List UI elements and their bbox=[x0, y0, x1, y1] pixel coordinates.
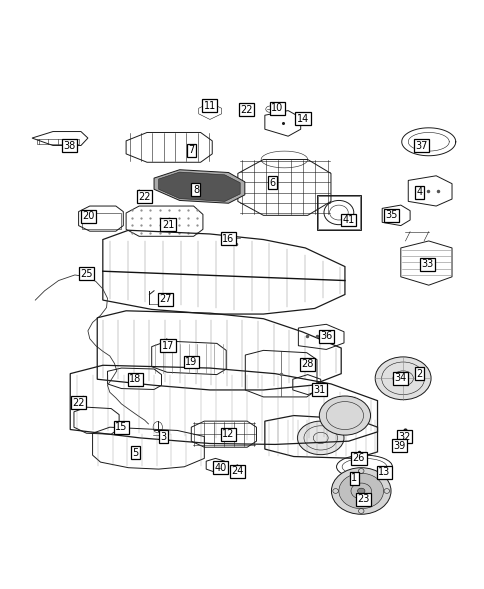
Ellipse shape bbox=[297, 421, 343, 455]
Text: 25: 25 bbox=[80, 269, 92, 279]
Text: 33: 33 bbox=[421, 259, 433, 269]
Text: 39: 39 bbox=[393, 441, 405, 451]
Text: 21: 21 bbox=[162, 220, 174, 230]
Text: 17: 17 bbox=[162, 340, 174, 350]
Text: 24: 24 bbox=[231, 466, 243, 477]
Text: 1: 1 bbox=[350, 474, 357, 484]
Text: 14: 14 bbox=[296, 114, 308, 124]
Text: 8: 8 bbox=[193, 185, 198, 195]
Ellipse shape bbox=[375, 357, 430, 400]
Text: 10: 10 bbox=[271, 103, 283, 113]
Ellipse shape bbox=[357, 488, 364, 494]
Text: 13: 13 bbox=[378, 467, 390, 477]
Text: 41: 41 bbox=[342, 215, 354, 225]
Ellipse shape bbox=[390, 364, 410, 379]
Text: 18: 18 bbox=[129, 374, 141, 384]
Polygon shape bbox=[158, 172, 240, 201]
Bar bbox=[317, 196, 361, 230]
Text: 5: 5 bbox=[132, 448, 138, 458]
Text: 38: 38 bbox=[63, 141, 76, 151]
Text: 32: 32 bbox=[397, 432, 410, 442]
Text: 37: 37 bbox=[415, 141, 427, 151]
Text: 3: 3 bbox=[160, 432, 166, 442]
Text: 35: 35 bbox=[384, 210, 397, 220]
Text: 22: 22 bbox=[240, 105, 252, 115]
Text: 27: 27 bbox=[159, 294, 171, 304]
Text: 22: 22 bbox=[72, 398, 85, 408]
Text: 40: 40 bbox=[214, 463, 227, 473]
Text: 20: 20 bbox=[82, 211, 95, 221]
Text: 7: 7 bbox=[188, 145, 194, 155]
Text: 12: 12 bbox=[222, 429, 234, 439]
Text: 15: 15 bbox=[115, 422, 127, 432]
Text: 23: 23 bbox=[357, 494, 369, 504]
Ellipse shape bbox=[318, 396, 370, 435]
Text: 28: 28 bbox=[301, 359, 313, 369]
Text: 16: 16 bbox=[222, 234, 234, 244]
Text: 26: 26 bbox=[352, 454, 364, 464]
Text: 22: 22 bbox=[138, 192, 151, 201]
Text: 34: 34 bbox=[394, 373, 406, 383]
Ellipse shape bbox=[331, 468, 390, 514]
Text: 6: 6 bbox=[269, 178, 275, 188]
Bar bbox=[318, 196, 360, 229]
Text: 4: 4 bbox=[415, 187, 422, 197]
Text: 11: 11 bbox=[203, 101, 215, 111]
Ellipse shape bbox=[338, 474, 383, 509]
Text: 2: 2 bbox=[415, 369, 422, 379]
Text: 31: 31 bbox=[313, 385, 325, 395]
Text: 19: 19 bbox=[185, 357, 197, 367]
Polygon shape bbox=[154, 170, 244, 203]
Text: 36: 36 bbox=[319, 332, 332, 342]
